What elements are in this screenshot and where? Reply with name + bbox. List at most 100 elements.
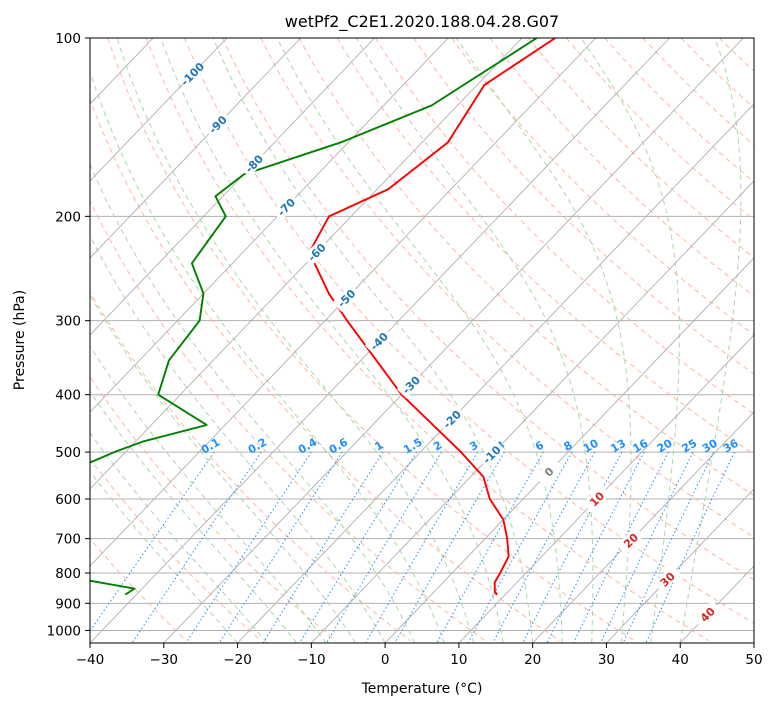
mixing-ratio-line xyxy=(436,451,544,643)
mixing-ratio-line xyxy=(262,451,384,643)
moist-adiabat-line xyxy=(90,234,386,643)
mixing-ratio-line xyxy=(522,451,623,643)
dry-adiabat-line xyxy=(566,38,754,221)
dry-adiabat-line xyxy=(90,199,486,641)
isotherm-line xyxy=(0,38,6,643)
mixing-ratio-label: 25 xyxy=(680,437,700,456)
x-tick-label: 30 xyxy=(598,652,615,668)
mixing-ratio-label: 1.5 xyxy=(401,436,424,457)
isotherm-label-bg xyxy=(203,110,232,139)
mixing-ratio-line xyxy=(573,451,669,643)
y-tick-label: 300 xyxy=(55,314,81,330)
mixing-ratio-label: 6 xyxy=(533,438,546,453)
moist-adiabat-line xyxy=(90,163,416,643)
dry-adiabat-line xyxy=(222,38,754,581)
y-tick-label: 800 xyxy=(55,566,81,582)
mixing-ratio-label: 0.6 xyxy=(327,435,351,456)
isotherm-label-bg xyxy=(364,327,393,355)
mixing-ratio-lines xyxy=(90,451,735,643)
y-tick-label: 900 xyxy=(55,596,81,612)
moist-adiabat-line xyxy=(160,38,504,643)
mixing-ratio-label: 3 xyxy=(467,439,480,454)
moist-adiabat-line xyxy=(456,38,632,643)
mixing-ratio-label: 2 xyxy=(431,439,444,454)
dry-adiabat-line xyxy=(336,38,754,455)
y-tick-label: 1000 xyxy=(47,623,81,639)
moist-adiabat-line xyxy=(90,470,238,643)
dry-adiabat-line xyxy=(413,38,754,375)
y-tick-label: 500 xyxy=(55,445,81,461)
mixing-ratio-label: 13 xyxy=(608,437,628,456)
moist-adiabat-line xyxy=(580,38,680,643)
mixing-ratio-label: 0.4 xyxy=(296,435,320,456)
y-tick-label: 200 xyxy=(55,209,81,225)
mixing-ratio-label: 30 xyxy=(700,436,720,455)
mixing-ratio-line xyxy=(622,451,715,643)
moist-adiabat-line xyxy=(116,38,475,643)
temperature-line xyxy=(308,38,556,596)
y-tick-label: 700 xyxy=(55,532,81,548)
mixing-ratio-line xyxy=(645,451,735,643)
dewpoint-line xyxy=(90,38,538,596)
isotherm-label-bg xyxy=(693,600,721,628)
x-tick-label: 40 xyxy=(672,652,689,668)
chart-title: wetPf2_C2E1.2020.188.04.28.G07 xyxy=(285,12,559,32)
dry-adiabat-line xyxy=(90,376,336,641)
dry-adiabat-line xyxy=(758,38,775,641)
isotherm-line xyxy=(90,38,523,490)
isotherm-label-bg xyxy=(396,370,425,399)
moist-adiabat-line xyxy=(90,70,445,643)
sounding-profiles xyxy=(90,38,556,596)
isotherm-label-bg xyxy=(437,405,466,433)
dry-adiabat-line xyxy=(260,38,754,538)
mixing-ratio-line xyxy=(218,451,343,643)
isotherm-label-bg xyxy=(534,457,563,486)
x-tick-label: −20 xyxy=(223,652,252,668)
dry-adiabat-line xyxy=(90,290,411,641)
moist-adiabat-line xyxy=(90,432,268,643)
dry-adiabat-line xyxy=(183,38,754,624)
dry-adiabat-line xyxy=(489,38,754,297)
isotherm-label-bg xyxy=(178,59,206,88)
dry-adiabat-line xyxy=(107,38,635,641)
dry-adiabat-line xyxy=(90,98,560,641)
mixing-ratio-line xyxy=(467,451,573,643)
mixing-ratio-line xyxy=(492,451,596,643)
isotherm-label-bg xyxy=(239,149,268,178)
isotherm-label-bg xyxy=(272,193,300,221)
y-axis-label: Pressure (hPa) xyxy=(12,290,28,390)
isotherm-label-bg xyxy=(582,484,611,513)
isotherm-line xyxy=(458,334,754,643)
isotherm-line xyxy=(606,488,754,643)
moist-adiabat-line xyxy=(212,38,534,643)
mixing-ratio-line xyxy=(299,451,418,643)
mixing-ratio-label: 10 xyxy=(581,436,601,455)
isotherm-line xyxy=(90,38,228,182)
isotherm-label-bg xyxy=(477,440,506,469)
isotherm-line xyxy=(753,642,754,643)
x-tick-label: −10 xyxy=(297,652,326,668)
moist-adiabat-line xyxy=(679,38,742,643)
isotherm-line xyxy=(90,38,375,336)
moist-adiabat-line xyxy=(356,38,594,643)
isotherm-line xyxy=(163,38,744,643)
y-tick-label: 100 xyxy=(55,31,81,47)
x-tick-label: 10 xyxy=(450,652,467,668)
dry-adiabat-line xyxy=(719,38,754,72)
isotherm-label-bg xyxy=(616,526,645,554)
mixing-ratio-line xyxy=(600,451,694,643)
isotherm-line xyxy=(90,38,302,259)
moist-adiabat-line xyxy=(90,293,357,643)
mixing-ratio-label: 16 xyxy=(631,436,651,455)
dry-adiabat-line xyxy=(298,38,754,497)
dry-adiabat-line xyxy=(451,38,754,336)
mixing-ratio-line xyxy=(394,451,505,643)
y-tick-label: 600 xyxy=(55,492,81,508)
mixing-ratio-line xyxy=(546,451,645,643)
dry-adiabat-line xyxy=(527,38,754,259)
moist-adiabat-line xyxy=(90,390,297,643)
isotherm-line xyxy=(384,257,754,643)
plot-frame xyxy=(89,37,755,644)
mixing-ratio-line xyxy=(365,451,479,643)
